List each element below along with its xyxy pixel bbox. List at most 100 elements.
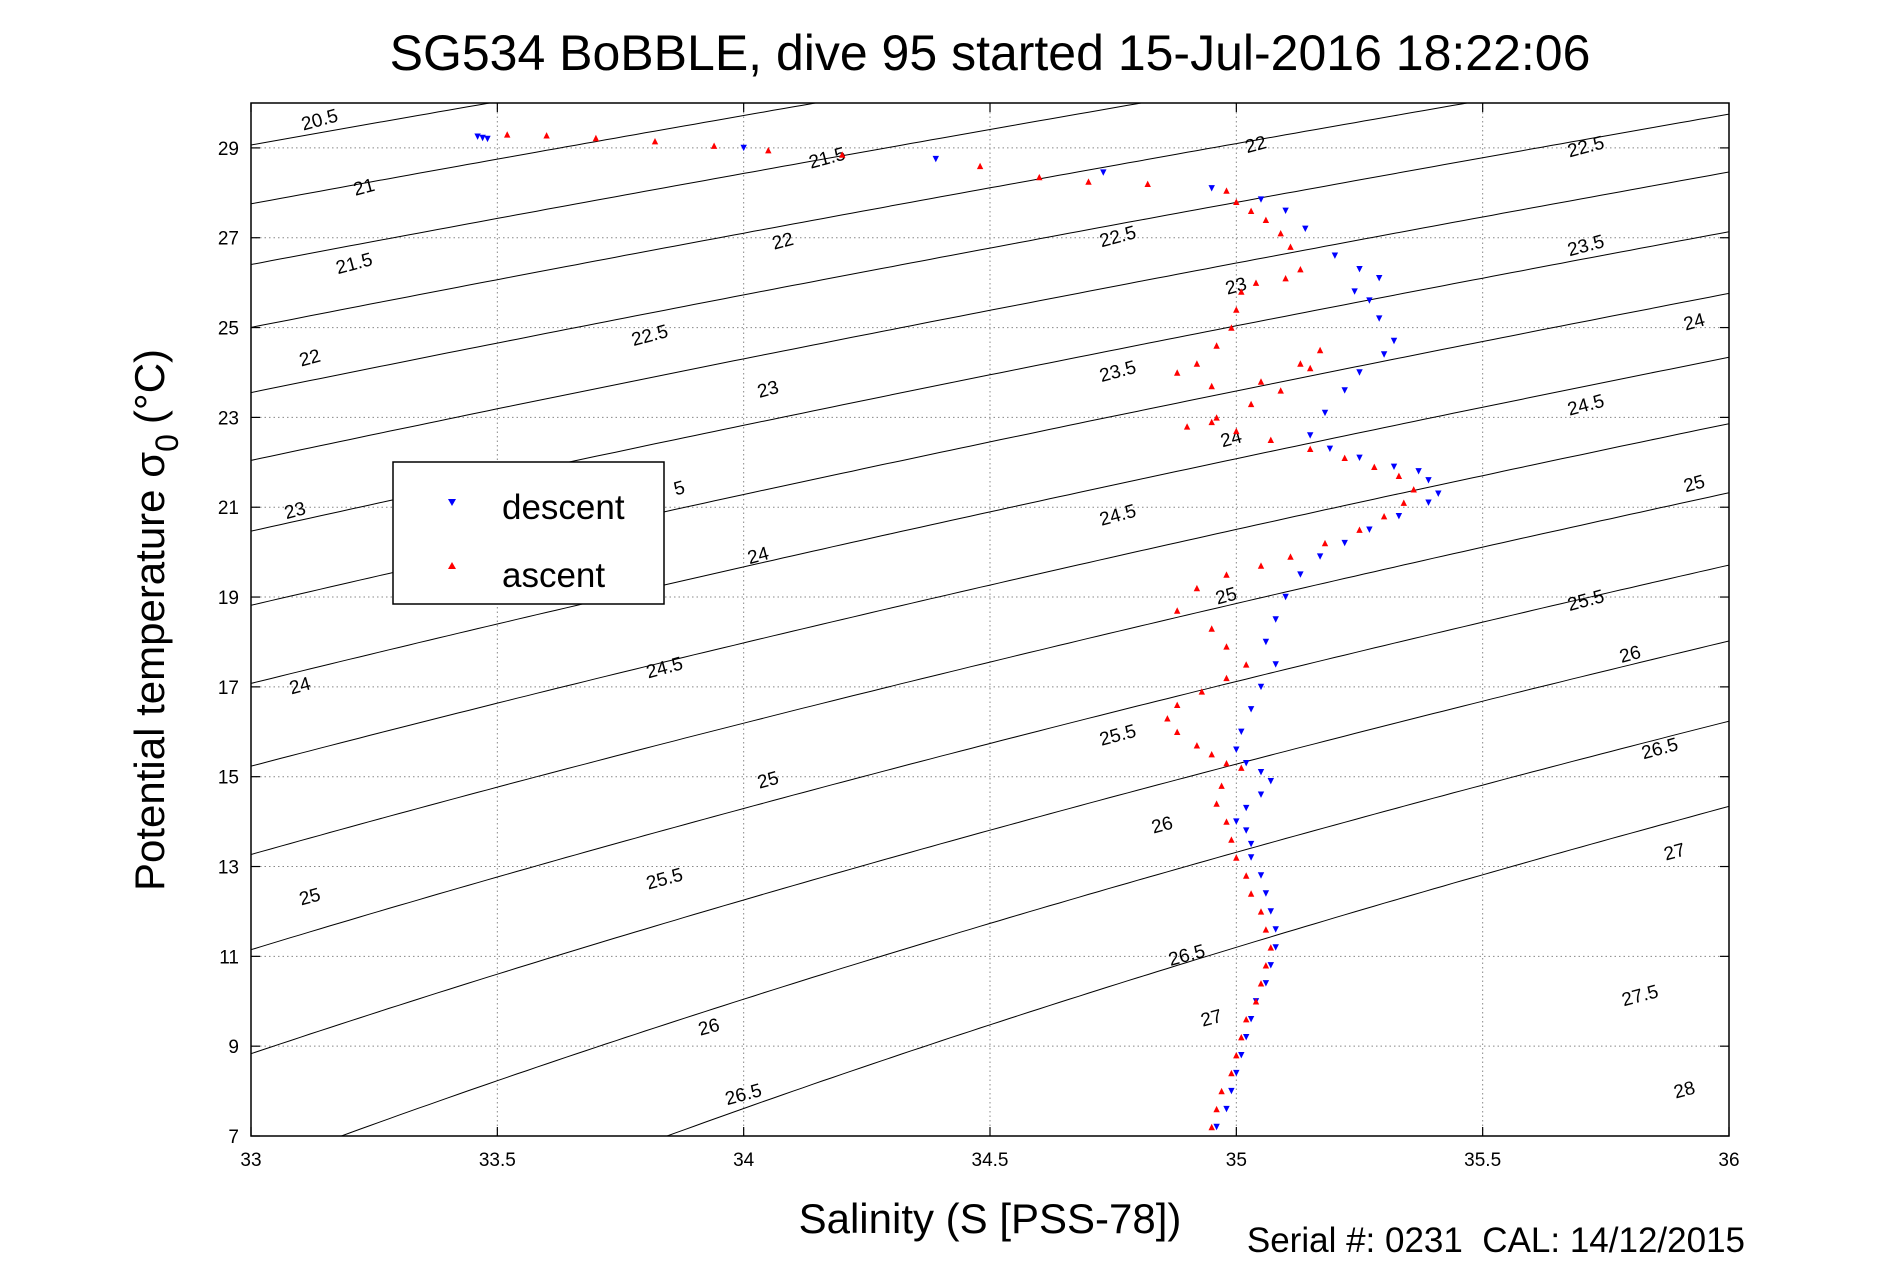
isopycnal-label: 21.5 xyxy=(807,144,848,174)
data-point-ascent xyxy=(1223,760,1230,767)
data-point-ascent xyxy=(1257,908,1265,915)
isopycnal-label: 22 xyxy=(770,229,796,255)
isopycnal-label: 23 xyxy=(755,377,781,403)
data-point-ascent xyxy=(1036,173,1043,181)
data-point-descent xyxy=(1366,526,1373,533)
data-point-descent xyxy=(1321,409,1329,417)
data-point-descent xyxy=(1356,369,1363,376)
isopycnal-label: 22.5 xyxy=(629,321,670,351)
data-point-ascent xyxy=(1243,661,1250,668)
y-tick-label: 9 xyxy=(228,1037,239,1058)
data-point-descent xyxy=(1247,1016,1255,1023)
data-point-ascent xyxy=(1395,472,1403,479)
isopycnal-label: 26.5 xyxy=(1639,734,1680,764)
isopycnal-line xyxy=(251,640,1729,1055)
legend-marker-ascent xyxy=(448,562,456,569)
data-point-ascent xyxy=(1247,207,1255,214)
data-point-descent xyxy=(1395,513,1403,520)
data-point-ascent xyxy=(504,131,511,138)
legend-label-descent: descent xyxy=(502,488,625,527)
data-point-ascent xyxy=(1307,364,1314,372)
data-point-ascent xyxy=(1257,562,1265,569)
isopycnal-label: 24 xyxy=(1218,426,1244,452)
data-point-descent xyxy=(1376,315,1383,322)
isopycnal-line xyxy=(251,423,1729,767)
data-point-ascent xyxy=(1257,378,1265,385)
data-point-descent xyxy=(1366,297,1373,304)
data-point-ascent xyxy=(1174,607,1181,614)
y-tick-label: 25 xyxy=(218,319,239,340)
data-point-descent xyxy=(1272,944,1279,951)
data-point-descent xyxy=(1238,1052,1245,1059)
data-point-ascent xyxy=(592,134,600,142)
data-point-ascent xyxy=(1371,463,1378,470)
data-point-ascent xyxy=(1400,499,1407,506)
data-point-descent xyxy=(1233,746,1240,753)
y-axis-ticks: 7 9 11 13 15 17 19 21 23 25 27 29 xyxy=(218,139,1729,1148)
data-point-descent xyxy=(484,135,491,143)
isopycnal-label: 21.5 xyxy=(334,249,375,279)
data-point-descent xyxy=(1257,872,1265,879)
y-axis-label-unit: (°C) xyxy=(126,349,173,424)
y-tick-label: 11 xyxy=(219,947,239,968)
data-point-descent xyxy=(1272,661,1279,668)
isopycnal-label: 25.5 xyxy=(1565,586,1606,616)
data-point-ascent xyxy=(1223,571,1230,578)
data-point-descent xyxy=(1376,275,1383,282)
data-point-ascent xyxy=(1233,1052,1240,1059)
y-axis-label-main: Potential temperature σ xyxy=(126,452,173,891)
isopycnal-label: 24 xyxy=(287,673,313,699)
data-point-ascent xyxy=(1297,360,1304,367)
data-point-descent xyxy=(1228,1087,1235,1095)
x-tick-label: 35.5 xyxy=(1464,1150,1501,1171)
chart-title: SG534 BoBBLE, dive 95 started 15-Jul-201… xyxy=(390,25,1591,81)
data-point-ascent xyxy=(976,162,984,170)
isopycnal-label: 25 xyxy=(755,768,781,794)
isopycnal-label: 21 xyxy=(351,175,377,201)
data-point-descent xyxy=(1316,553,1324,560)
data-point-ascent xyxy=(1213,800,1220,807)
data-point-ascent xyxy=(1307,445,1314,452)
data-point-ascent xyxy=(1213,1105,1220,1113)
data-point-descent xyxy=(1247,840,1255,848)
data-point-ascent xyxy=(1277,230,1284,237)
legend-label-ascent: ascent xyxy=(502,556,605,595)
data-point-ascent xyxy=(1193,584,1201,592)
data-point-descent xyxy=(740,144,747,152)
y-tick-label: 29 xyxy=(218,139,239,160)
data-point-descent xyxy=(1341,539,1348,547)
isopycnal-line xyxy=(251,103,1145,265)
data-point-ascent xyxy=(1267,944,1274,951)
data-point-ascent xyxy=(1183,423,1191,430)
data-point-ascent xyxy=(1085,178,1092,185)
y-tick-label: 19 xyxy=(218,588,239,609)
data-point-descent xyxy=(1331,252,1339,259)
data-point-ascent xyxy=(1356,526,1363,533)
data-point-ascent xyxy=(1208,418,1215,426)
data-point-ascent xyxy=(1262,216,1270,223)
y-axis-label: Potential temperature σ0 (°C) xyxy=(126,349,185,891)
isopycnal-label: 26 xyxy=(1149,813,1175,839)
isopycnal-label: 27 xyxy=(1199,1006,1225,1032)
data-point-descent xyxy=(1380,351,1388,358)
data-point-ascent xyxy=(1233,854,1240,861)
isopycnal-label: 5 xyxy=(672,477,688,500)
isopycnal-label: 23.5 xyxy=(1097,357,1138,387)
data-point-descent xyxy=(1267,962,1274,969)
x-tick-label: 34 xyxy=(733,1150,755,1171)
data-point-descent xyxy=(1302,225,1309,232)
isopycnal-line xyxy=(339,720,1729,1136)
data-point-ascent xyxy=(1208,1123,1215,1131)
isopycnal-labels: 20.5 21 21.5 22 23 24 25 21.5 22 22.5 23 5 24 24.5 25 2… xyxy=(282,106,1707,1110)
data-point-descent xyxy=(1297,571,1304,578)
data-point-descent xyxy=(1267,908,1274,915)
data-point-ascent xyxy=(1174,701,1181,708)
data-point-ascent xyxy=(1252,998,1260,1005)
data-point-descent xyxy=(1233,1069,1240,1077)
x-tick-label: 33.5 xyxy=(479,1150,516,1171)
data-point-ascent xyxy=(710,142,718,149)
y-tick-label: 21 xyxy=(218,498,239,519)
data-point-ascent xyxy=(1341,454,1348,461)
data-point-descent xyxy=(1390,463,1398,470)
grid-lines xyxy=(251,103,1729,1137)
